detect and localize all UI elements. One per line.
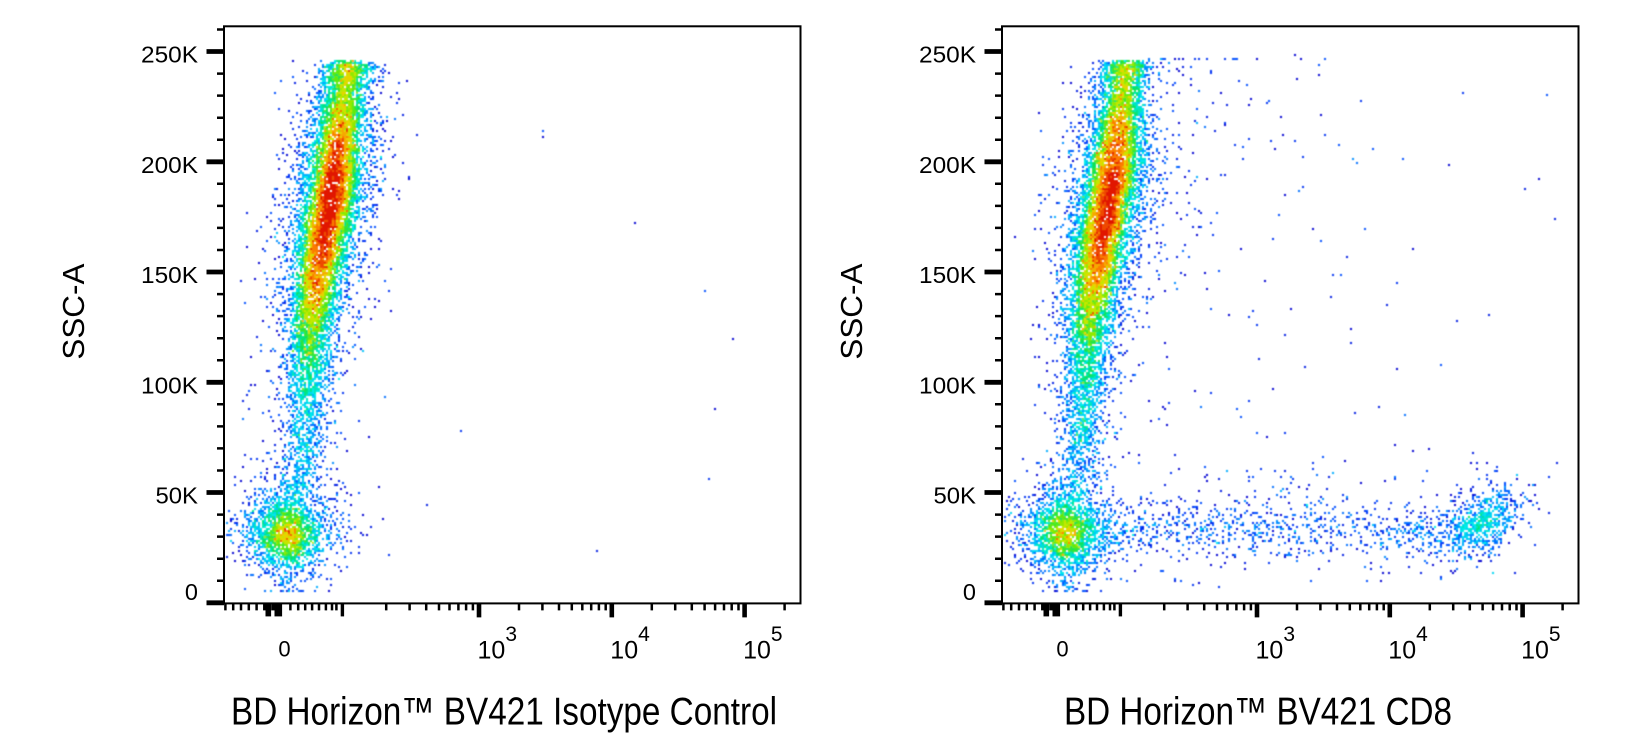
svg-text:SSC-A: SSC-A <box>834 263 869 359</box>
svg-text:50K: 50K <box>156 483 199 509</box>
svg-text:250K: 250K <box>141 42 198 68</box>
svg-text:200K: 200K <box>919 152 976 178</box>
svg-text:100K: 100K <box>919 373 976 399</box>
svg-text:100K: 100K <box>141 373 198 399</box>
svg-text:0: 0 <box>278 637 290 662</box>
svg-text:BD Horizon™ BV421 Isotype Cont: BD Horizon™ BV421 Isotype Control <box>231 691 777 734</box>
svg-text:0: 0 <box>963 579 976 605</box>
svg-text:250K: 250K <box>919 42 976 68</box>
svg-text:150K: 150K <box>141 262 198 288</box>
svg-text:SSC-A: SSC-A <box>56 263 91 359</box>
svg-text:0: 0 <box>185 579 198 605</box>
svg-text:150K: 150K <box>919 262 976 288</box>
svg-text:200K: 200K <box>141 152 198 178</box>
svg-text:0: 0 <box>1056 637 1068 662</box>
svg-text:BD Horizon™ BV421 CD8: BD Horizon™ BV421 CD8 <box>1064 691 1452 734</box>
svg-text:50K: 50K <box>934 483 977 509</box>
